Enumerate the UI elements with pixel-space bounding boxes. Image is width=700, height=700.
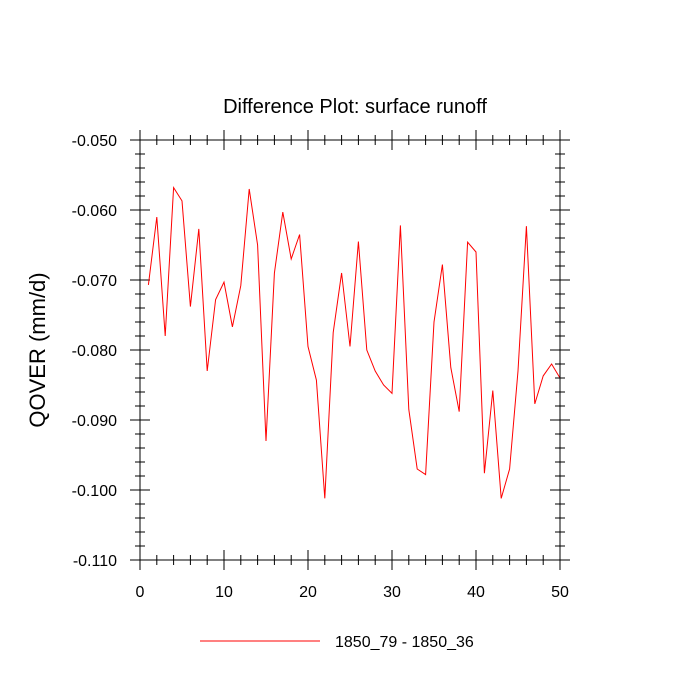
y-axis-ticks: -0.050 -0.060 -0.070 -0.080 -0.090 -0.100 -0.1… [72, 133, 570, 570]
y-tick-label: -0.100 [72, 483, 117, 500]
y-axis-title: QOVER (mm/d) [25, 272, 50, 427]
x-tick-label: 0 [136, 584, 145, 601]
legend-label: 1850_79 - 1850_36 [335, 634, 474, 651]
y-tick-label: -0.050 [72, 133, 117, 150]
y-tick-label: -0.070 [72, 273, 117, 290]
series-layer [147, 186, 561, 499]
y-tick-label: -0.060 [72, 203, 117, 220]
x-tick-label: 10 [215, 584, 233, 601]
x-tick-label: 40 [467, 584, 485, 601]
y-tick-label: -0.090 [72, 413, 117, 430]
plot-frame [139, 139, 561, 561]
x-tick-label: 30 [383, 584, 401, 601]
legend: 1850_79 - 1850_36 [200, 634, 474, 651]
x-tick-label: 50 [551, 584, 569, 601]
x-tick-label: 20 [299, 584, 317, 601]
series-line [147, 186, 561, 499]
y-tick-label: -0.080 [72, 343, 117, 360]
x-axis-ticks: 0 10 20 30 40 50 [136, 130, 569, 601]
y-tick-label: -0.110 [73, 553, 117, 570]
chart-title: Difference Plot: surface runoff [223, 96, 487, 118]
